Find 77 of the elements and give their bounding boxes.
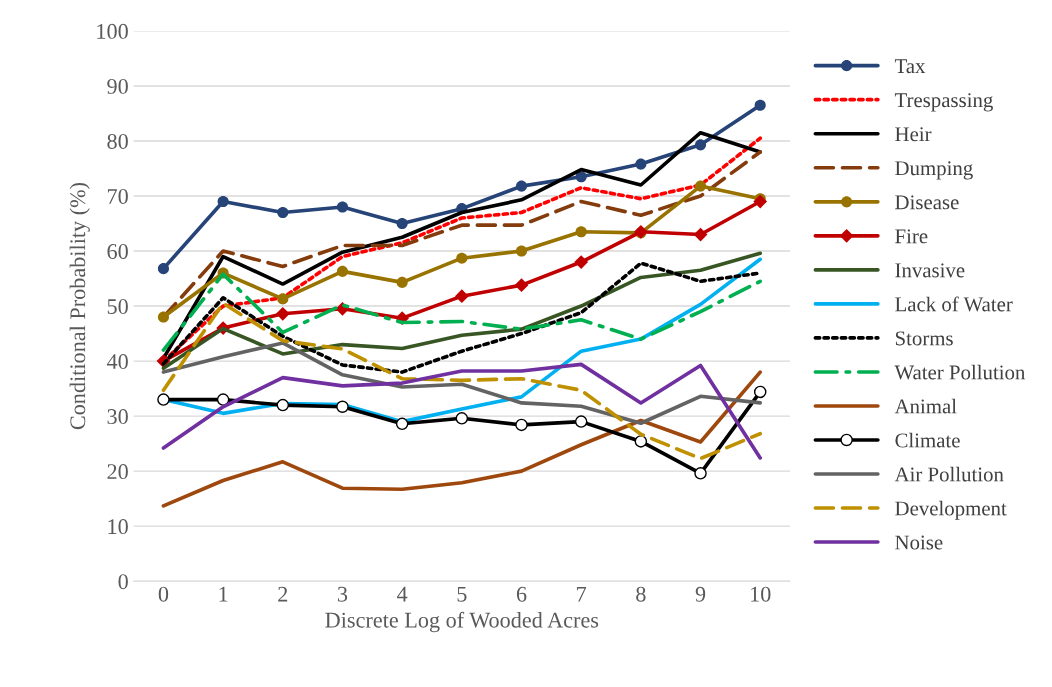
legend-label: Tax <box>894 59 926 74</box>
legend-label: Noise <box>895 535 943 550</box>
x-tick-label: 6 <box>516 586 527 602</box>
point <box>694 467 707 480</box>
point <box>574 415 588 428</box>
legend-label: Heir <box>895 127 932 142</box>
y-tick-label: 80 <box>107 133 128 149</box>
point <box>157 393 170 406</box>
y-tick-label: 20 <box>107 464 128 480</box>
x-axis-title: Discrete Log of Wooded Acres <box>325 611 599 633</box>
point <box>336 265 349 277</box>
point <box>753 194 768 209</box>
y-tick-label: 90 <box>107 78 128 94</box>
point <box>515 418 528 432</box>
y-tick-label: 60 <box>107 243 128 259</box>
point <box>515 245 528 257</box>
point <box>395 417 409 431</box>
point <box>575 226 587 238</box>
y-tick-label: 10 <box>108 519 128 535</box>
point <box>574 255 589 269</box>
point <box>277 293 289 305</box>
point <box>277 206 289 219</box>
point <box>336 400 349 414</box>
point <box>275 306 290 321</box>
point <box>694 139 707 151</box>
legend-label: Animal <box>894 398 957 414</box>
legend-label: Disease <box>895 195 959 210</box>
line-series <box>161 301 763 461</box>
x-tick-label: 8 <box>636 586 646 602</box>
y-tick-label: 50 <box>107 298 128 314</box>
legend-label: Storms <box>895 331 953 346</box>
point <box>635 158 647 170</box>
x-tick-label: 2 <box>278 586 288 602</box>
point <box>336 201 349 213</box>
y-tick-label: 0 <box>118 574 128 590</box>
point <box>216 393 230 406</box>
point <box>634 435 648 448</box>
x-tick-label: 3 <box>337 586 348 602</box>
point <box>396 276 408 288</box>
point <box>217 195 229 208</box>
x-tick-label: 1 <box>219 586 228 602</box>
legend-label: Trespassing <box>894 93 993 112</box>
point <box>396 217 408 230</box>
y-axis-title: Conditional Probability (%) <box>69 182 90 430</box>
x-tick-label: 7 <box>577 586 587 602</box>
line-series <box>161 341 763 426</box>
point <box>276 398 290 412</box>
legend-label: Water Pollution <box>894 364 1026 380</box>
legend-label: Climate <box>895 432 960 448</box>
line-series <box>161 370 763 508</box>
legend-label: Dumping <box>895 161 973 180</box>
legend-label: Air Pollution <box>894 466 1004 482</box>
point <box>754 99 766 111</box>
legend-label: Fire <box>895 229 928 244</box>
legend-label: Lack of Water <box>895 296 1013 312</box>
point <box>515 180 528 192</box>
point <box>157 311 169 323</box>
point <box>514 278 529 293</box>
y-tick-label: 100 <box>97 23 128 39</box>
line-series <box>161 362 763 460</box>
x-tick-label: 4 <box>397 586 408 602</box>
x-tick-label: 9 <box>695 586 706 602</box>
point <box>456 252 468 264</box>
y-tick-label: 40 <box>106 354 128 370</box>
point <box>694 180 707 192</box>
point <box>455 412 469 425</box>
x-tick-label: 10 <box>751 586 771 602</box>
x-tick-label: 5 <box>457 586 467 602</box>
legend-label: Development <box>895 500 1007 520</box>
point <box>753 385 767 399</box>
point <box>454 289 469 304</box>
point <box>575 171 587 183</box>
y-tick-label: 30 <box>107 409 128 425</box>
y-tick-label: 70 <box>107 188 128 204</box>
point <box>157 263 169 275</box>
x-tick-label: 0 <box>158 586 169 602</box>
legend-label: Invasive <box>895 263 965 278</box>
